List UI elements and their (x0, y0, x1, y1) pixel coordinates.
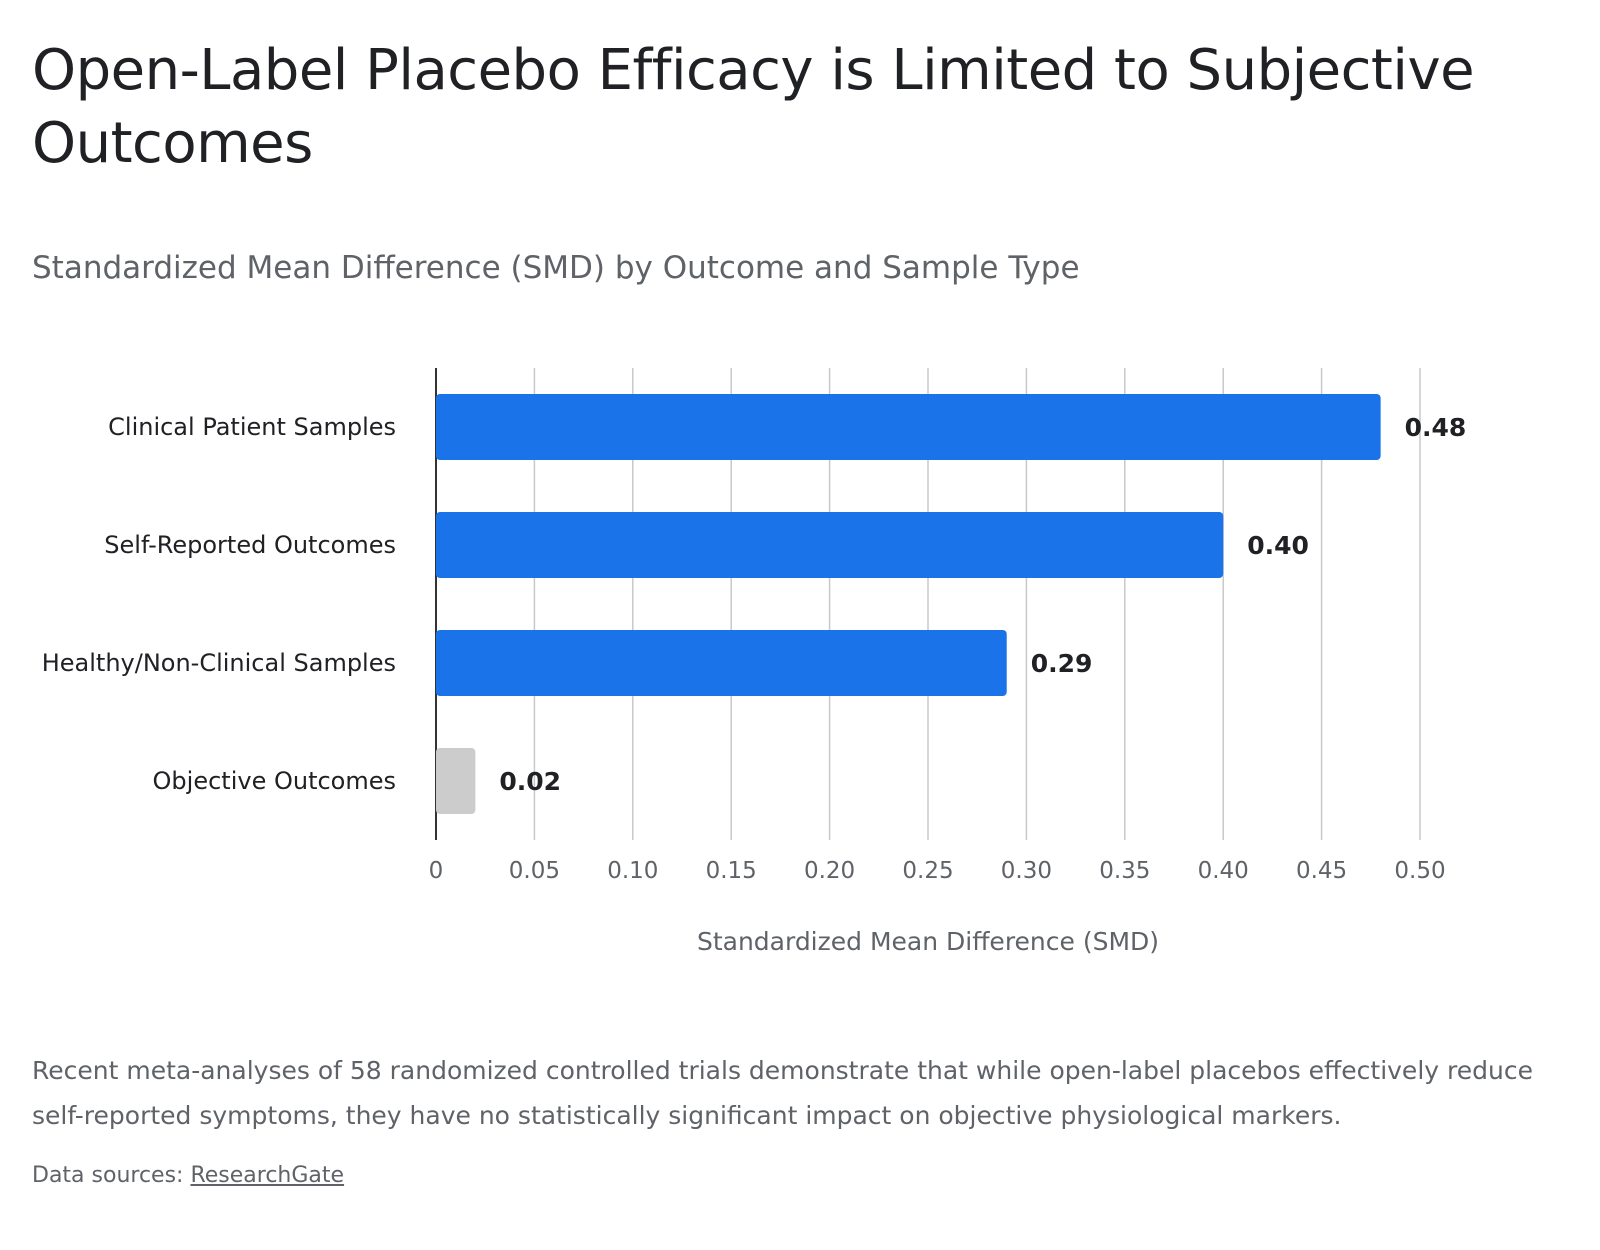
bar-chart: 0 0.05 0.10 0.15 0.20 0.25 0.30 0.35 0.40 0.45 0.5… (42, 368, 1467, 956)
data-sources-prefix: Data sources: (32, 1163, 191, 1188)
bars (436, 394, 1381, 814)
data-label: 0.40 (1247, 531, 1309, 560)
x-tick-label: 0.05 (509, 858, 560, 884)
chart-subtitle: Standardized Mean Difference (SMD) by Ou… (32, 250, 1080, 286)
x-tick-label: 0.50 (1394, 858, 1445, 884)
x-tick-label: 0.20 (804, 858, 855, 884)
page-title: Open-Label Placebo Efficacy is Limited t… (32, 38, 1475, 176)
x-tick-label: 0.35 (1099, 858, 1150, 884)
data-label: 0.02 (499, 767, 561, 796)
category-label: Self-Reported Outcomes (104, 531, 396, 559)
x-tick-label: 0 (429, 858, 444, 884)
category-label: Clinical Patient Samples (108, 413, 396, 441)
bar (436, 630, 1007, 696)
x-axis-title: Standardized Mean Difference (SMD) (697, 927, 1159, 956)
x-tick-label: 0.40 (1198, 858, 1249, 884)
chart-description: Recent meta-analyses of 58 randomized co… (32, 1056, 1533, 1130)
category-label: Objective Outcomes (153, 767, 396, 795)
labels: 0 0.05 0.10 0.15 0.20 0.25 0.30 0.35 0.40 0.45 0.5… (42, 413, 1467, 884)
data-sources: Data sources: ResearchGate (32, 1160, 344, 1192)
researchgate-link[interactable]: ResearchGate (190, 1163, 345, 1188)
bar (436, 512, 1224, 578)
x-tick-label: 0.10 (607, 858, 658, 884)
data-label: 0.48 (1405, 413, 1467, 442)
category-label: Healthy/Non-Clinical Samples (42, 649, 396, 677)
bar (436, 748, 476, 814)
bar (436, 394, 1381, 460)
x-tick-label: 0.30 (1001, 858, 1052, 884)
x-tick-label: 0.45 (1296, 858, 1347, 884)
x-tick-label: 0.25 (902, 858, 953, 884)
x-tick-label: 0.15 (706, 858, 757, 884)
data-label: 0.29 (1031, 649, 1093, 678)
